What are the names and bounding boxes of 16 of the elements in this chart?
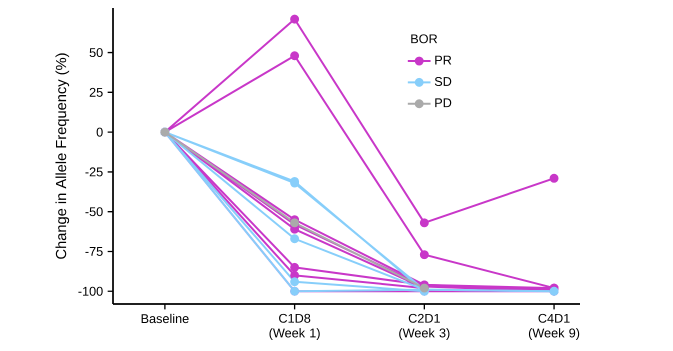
y-tick-label: -75 bbox=[85, 247, 103, 256]
x-tick-label: C2D1 (Week 3) bbox=[399, 314, 450, 340]
x-tick-label: C1D8 (Week 1) bbox=[269, 314, 320, 340]
y-axis-title: Change in Allele Frequency (%) bbox=[55, 53, 70, 259]
x-tick-label: Baseline bbox=[142, 314, 189, 324]
legend-title: BOR bbox=[411, 34, 438, 44]
y-tick-label: 0 bbox=[96, 128, 103, 137]
y-tick-label: -100 bbox=[78, 286, 103, 296]
y-tick-label: -25 bbox=[85, 167, 103, 176]
y-tick-label: 25 bbox=[90, 88, 103, 97]
legend-label: PR bbox=[435, 56, 452, 64]
legend-label: PD bbox=[435, 98, 452, 108]
x-tick-label: C4D1 (Week 9) bbox=[528, 314, 580, 340]
y-tick-label: 50 bbox=[90, 48, 103, 58]
legend-label: SD bbox=[434, 77, 452, 86]
y-tick-label: -50 bbox=[85, 207, 103, 216]
